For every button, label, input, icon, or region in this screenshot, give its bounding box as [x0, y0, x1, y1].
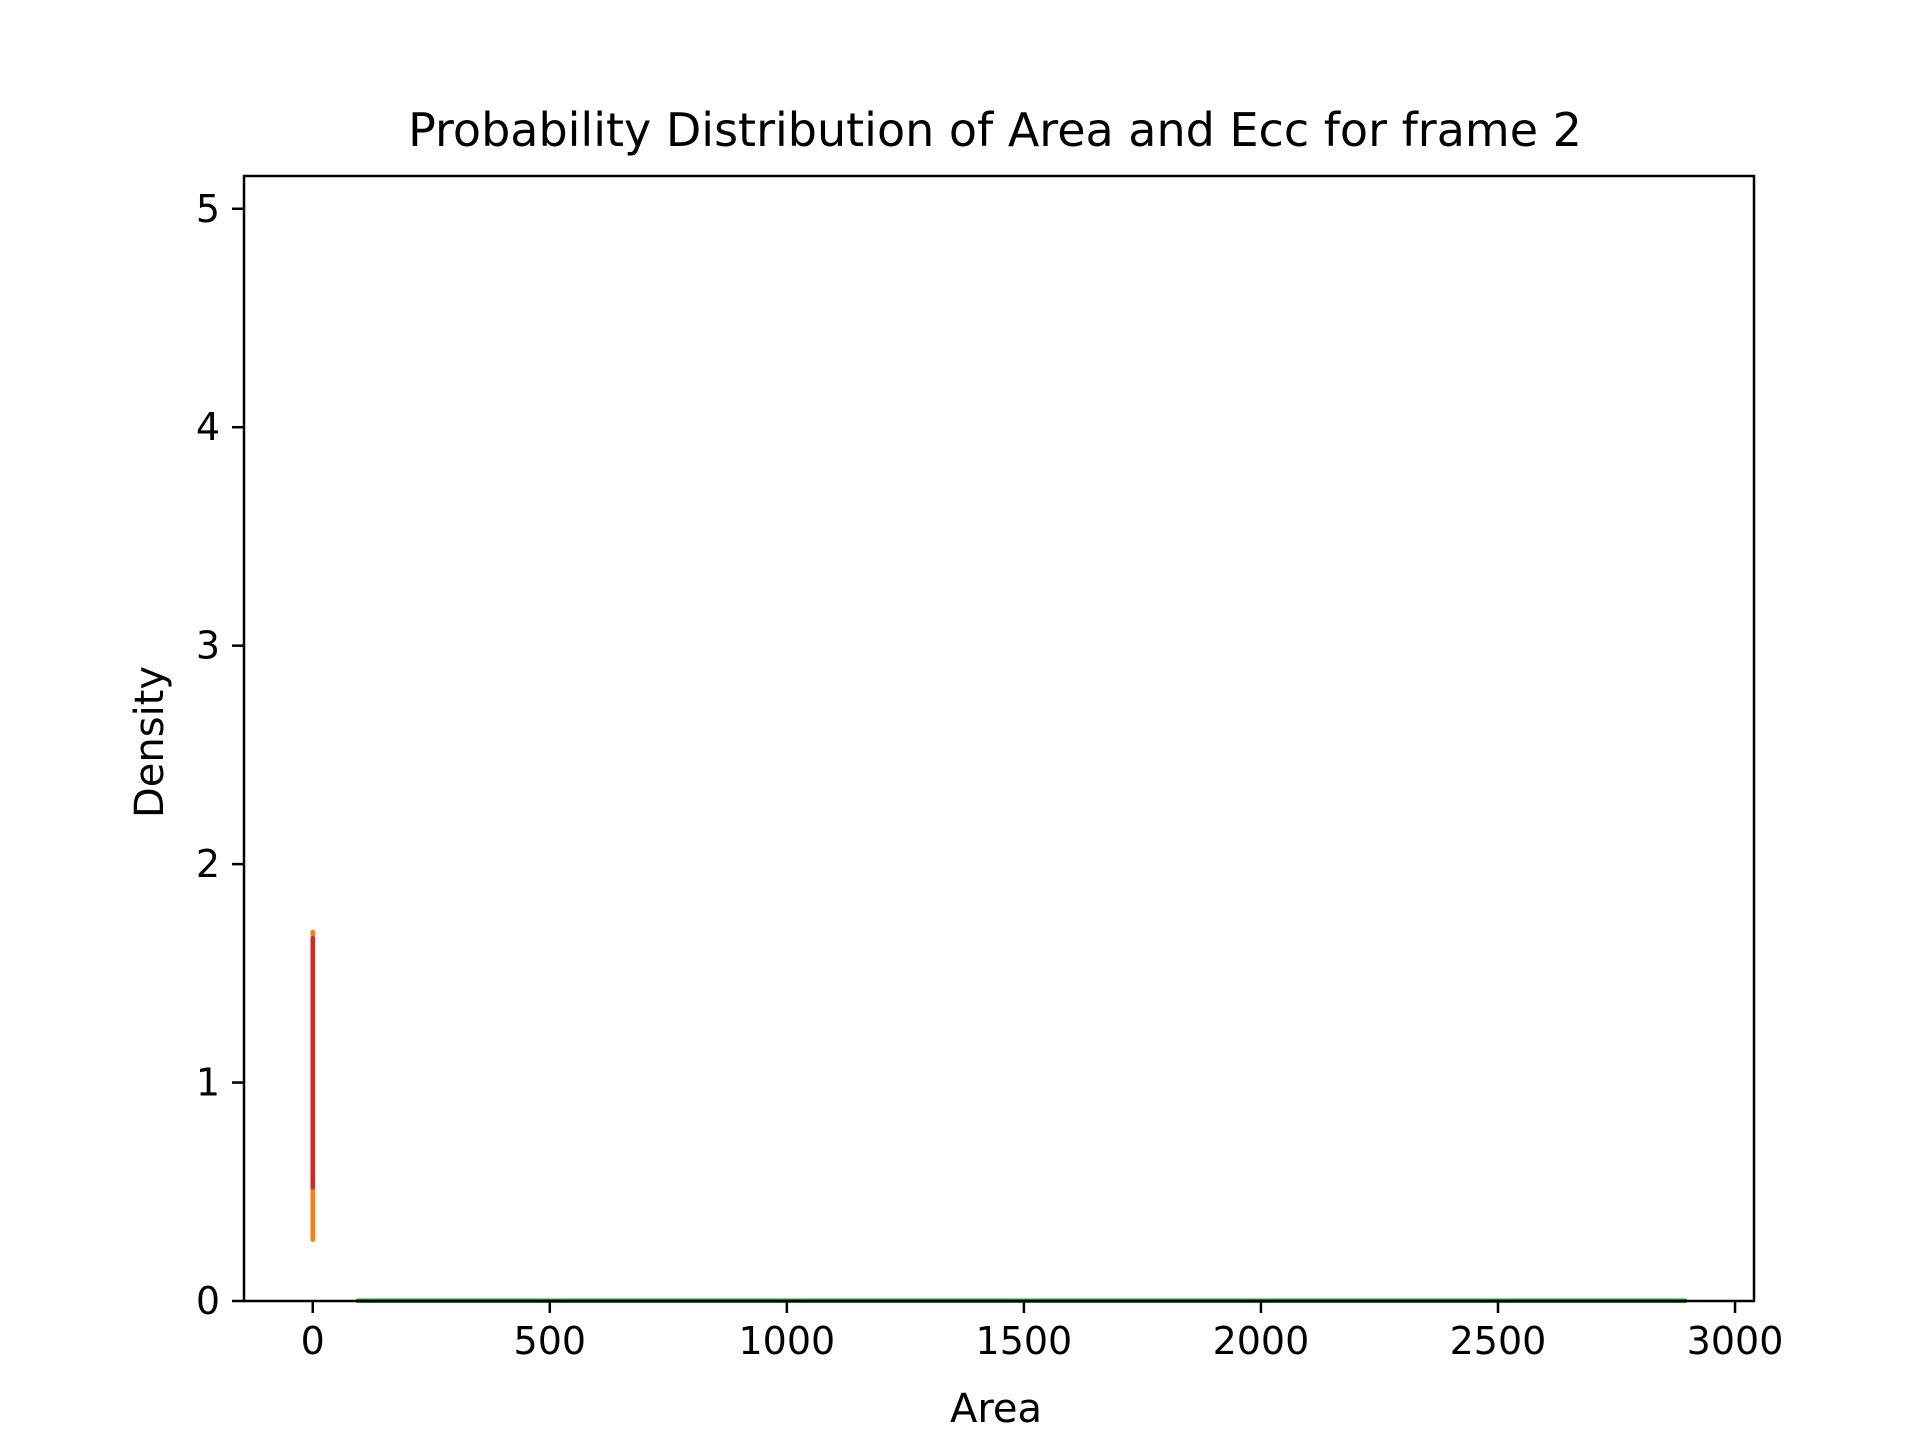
x-tick-label: 2000	[1213, 1319, 1310, 1363]
y-tick-label: 5	[196, 187, 220, 231]
y-tick-label: 2	[196, 842, 220, 886]
x-tick-label: 2500	[1450, 1319, 1547, 1363]
y-axis-label: Density	[127, 666, 173, 818]
x-tick-label: 0	[301, 1319, 325, 1363]
x-tick-label: 1500	[976, 1319, 1073, 1363]
y-tick-label: 0	[196, 1279, 220, 1323]
chart-title: Probability Distribution of Area and Ecc…	[408, 103, 1582, 157]
plot-area	[244, 176, 1754, 1301]
plot-background	[244, 176, 1754, 1301]
x-tick-label: 3000	[1687, 1319, 1784, 1363]
plot-frame	[242, 174, 1756, 1303]
x-axis-label: Area	[950, 1386, 1042, 1432]
y-axis-ticks: 0 1 2 3 4 5	[196, 187, 244, 1323]
x-axis-ticks: 0 500 1000 1500 2000 2500 3000	[301, 1301, 1784, 1363]
y-tick-label: 3	[196, 624, 220, 668]
x-tick-label: 500	[514, 1319, 587, 1363]
y-tick-label: 4	[196, 405, 220, 449]
x-tick-label: 1000	[738, 1319, 835, 1363]
y-tick-label: 1	[196, 1061, 220, 1105]
